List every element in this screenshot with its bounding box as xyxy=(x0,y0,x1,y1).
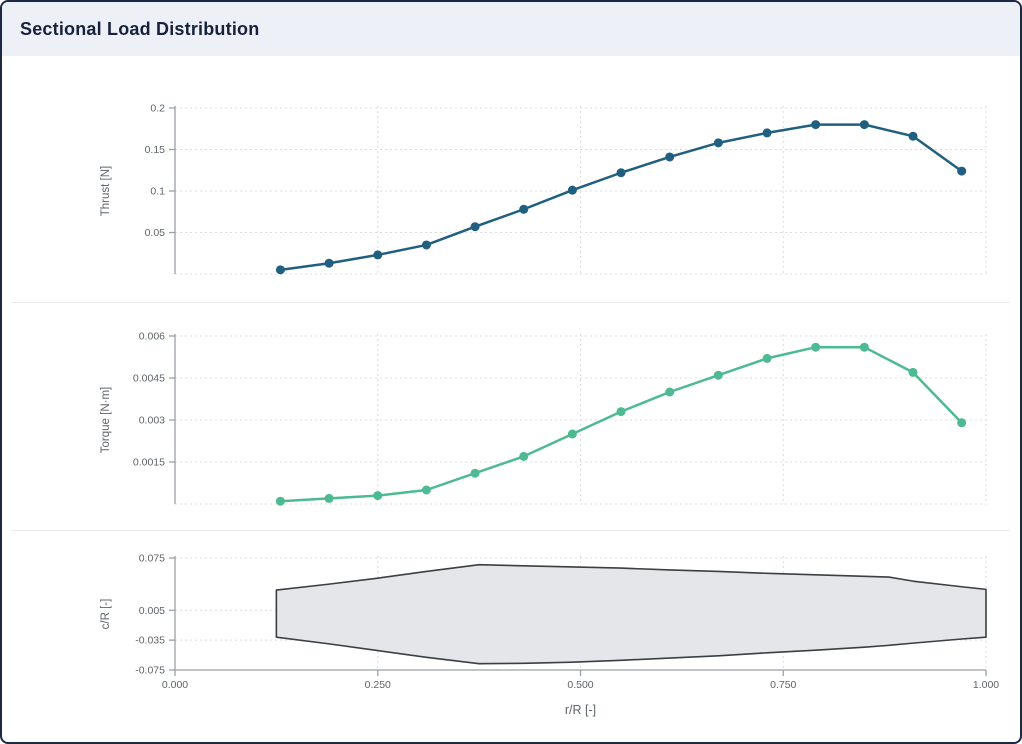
page-title: Sectional Load Distribution xyxy=(20,18,260,39)
tick-label: 0.003 xyxy=(139,415,165,427)
thrust-data-point xyxy=(957,166,967,176)
torque-data-point xyxy=(713,370,723,380)
torque-data-point xyxy=(616,407,626,417)
x-axis-title: r/R [-] xyxy=(565,703,596,717)
tick-label: 1.000 xyxy=(973,679,999,691)
tick-label: 0.15 xyxy=(145,144,166,156)
tick-label: 0.250 xyxy=(365,679,391,691)
tick-label: 0.750 xyxy=(770,679,796,691)
torque-data-point xyxy=(762,353,772,363)
thrust-data-point xyxy=(665,152,675,162)
tick-label: -0.035 xyxy=(135,635,165,647)
torque-data-point xyxy=(470,468,480,478)
thrust-data-point xyxy=(811,120,821,130)
tick-label: 0.2 xyxy=(150,103,165,115)
torque-data-point xyxy=(567,429,577,439)
tick-label: 0.000 xyxy=(162,679,188,691)
tick-label: 0.006 xyxy=(139,331,165,343)
thrust-data-point xyxy=(373,250,383,260)
torque-data-point xyxy=(519,451,529,461)
torque-data-point xyxy=(908,367,918,377)
torque-data-point xyxy=(957,418,967,428)
tick-label: 0.0015 xyxy=(133,457,165,469)
torque-data-point xyxy=(324,493,334,503)
thrust-data-point xyxy=(421,240,431,250)
thrust-data-point xyxy=(908,131,918,141)
thrust-data-point xyxy=(324,258,334,268)
thrust-series-line xyxy=(280,123,963,272)
tick-label: 0.500 xyxy=(567,679,593,691)
torque-series-line xyxy=(280,345,963,503)
thrust-data-point xyxy=(713,138,723,148)
torque-data-point xyxy=(811,342,821,352)
tick-label: 0.05 xyxy=(145,227,166,239)
thrust-data-point xyxy=(762,128,772,138)
torque-data-point xyxy=(373,491,383,501)
torque-data-point xyxy=(859,342,869,352)
thrust-data-point xyxy=(275,265,285,275)
tick-label: 0.1 xyxy=(150,186,165,198)
torque-data-point xyxy=(665,387,675,397)
tick-label: -0.075 xyxy=(135,665,165,677)
thrust-data-point xyxy=(519,204,529,214)
thrust-data-point xyxy=(859,120,869,130)
tick-label: 0.075 xyxy=(139,553,165,565)
y-axis-title: c/R [-] xyxy=(100,599,112,630)
thrust-data-point xyxy=(470,222,480,232)
thrust-data-point xyxy=(567,185,577,195)
tick-label: 0.0045 xyxy=(133,373,165,385)
tick-label: 0.005 xyxy=(139,605,165,617)
planform-shape xyxy=(275,563,987,665)
panel-header: Sectional Load Distribution xyxy=(2,2,1020,56)
y-axis-title: Torque [N·m] xyxy=(100,387,112,453)
y-axis-title: Thrust [N] xyxy=(100,166,112,216)
torque-data-point xyxy=(421,485,431,495)
torque-data-point xyxy=(275,496,285,506)
thrust-data-point xyxy=(616,168,626,178)
